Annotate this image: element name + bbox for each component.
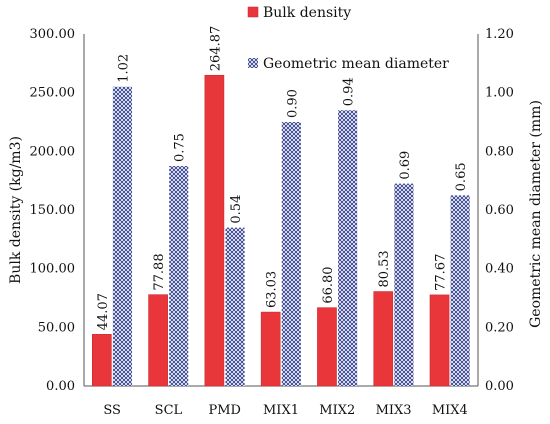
bar-value-label-geometric-mean-diameter: 0.69 xyxy=(398,151,413,180)
left-y-tick-label: 200.00 xyxy=(30,144,76,159)
bar-bulk-density xyxy=(204,74,225,387)
x-tick-label: MIX3 xyxy=(376,403,412,418)
legend-swatch-geometric-mean-diameter xyxy=(248,58,258,68)
bar-geometric-mean-diameter xyxy=(338,110,358,387)
bar-bulk-density xyxy=(92,334,112,387)
right-axis-title: Geometric mean diameter (mm) xyxy=(528,100,544,328)
bar-bulk-density xyxy=(148,294,168,387)
right-y-tick-labels: 0.00 0.20 0.40 0.60 0.80 1.00 1.20 xyxy=(485,27,514,394)
bar-value-label-bulk-density: 80.53 xyxy=(377,250,392,287)
bar-value-label-geometric-mean-diameter: 1.02 xyxy=(116,54,131,83)
bar-geometric-mean-diameter xyxy=(169,166,189,386)
right-y-tick-label: 0.20 xyxy=(485,320,514,335)
bar-value-label-bulk-density: 63.03 xyxy=(265,271,280,308)
x-tick-label: MIX2 xyxy=(319,403,355,418)
bar-value-label-geometric-mean-diameter: 0.90 xyxy=(285,89,300,118)
bar-geometric-mean-diameter xyxy=(225,227,245,386)
bar-bulk-density xyxy=(373,291,394,387)
legend-label-geometric-mean-diameter: Geometric mean diameter xyxy=(263,56,449,72)
bar-value-label-geometric-mean-diameter: 0.54 xyxy=(229,195,244,224)
left-axis-title: Bulk density (kg/m3) xyxy=(8,136,24,284)
left-y-tick-label: 250.00 xyxy=(30,86,76,101)
right-y-tick-label: 0.40 xyxy=(485,262,514,277)
axes xyxy=(83,34,479,387)
bar-geometric-mean-diameter xyxy=(394,183,414,386)
bar-bulk-density xyxy=(260,311,281,387)
right-y-tick-label: 1.00 xyxy=(485,86,514,101)
bar-value-label-geometric-mean-diameter: 0.94 xyxy=(342,77,357,106)
right-y-tick-label: 1.20 xyxy=(485,27,514,42)
left-y-tick-label: 150.00 xyxy=(30,203,76,218)
legend: Bulk density Geometric mean diameter xyxy=(247,5,449,72)
bar-value-label-bulk-density: 264.87 xyxy=(208,26,223,72)
right-y-tick-label: 0.60 xyxy=(485,203,514,218)
right-y-tick-label: 0.00 xyxy=(485,379,514,394)
x-tick-labels: SS SCL PMD MIX1 MIX2 MIX3 MIX4 xyxy=(103,403,468,418)
x-tick-label: SCL xyxy=(155,403,183,418)
bar-geometric-mean-diameter xyxy=(450,195,470,386)
bar-value-label-bulk-density: 77.67 xyxy=(434,254,449,291)
x-tick-label: PMD xyxy=(208,403,240,418)
bar-value-label-bulk-density: 66.80 xyxy=(321,266,336,303)
legend-label-bulk-density: Bulk density xyxy=(263,5,351,21)
bar-value-labels: 44.07 1.02 77.88 0.75 264.87 0.54 63.03 0.90 66.… xyxy=(96,26,469,331)
x-tick-label: MIX1 xyxy=(263,403,299,418)
bar-bulk-density xyxy=(317,307,337,387)
legend-swatch-bulk-density xyxy=(247,6,259,18)
x-tick-label: SS xyxy=(103,403,121,418)
bar-geometric-mean-diameter xyxy=(112,86,133,387)
bar-geometric-mean-diameter xyxy=(281,122,301,386)
left-y-tick-label: 0.00 xyxy=(46,379,75,394)
x-tick-label: MIX4 xyxy=(432,403,468,418)
bar-value-label-bulk-density: 77.88 xyxy=(152,253,167,290)
left-y-tick-label: 100.00 xyxy=(30,262,76,277)
bar-bulk-density xyxy=(429,294,450,387)
bar-value-label-geometric-mean-diameter: 0.65 xyxy=(454,162,469,191)
right-y-tick-label: 0.80 xyxy=(485,144,514,159)
left-y-tick-labels: 0.00 50.00 100.00 150.00 200.00 250.00 300.00 xyxy=(30,27,76,394)
bar-value-label-geometric-mean-diameter: 0.75 xyxy=(173,133,188,162)
left-y-tick-label: 300.00 xyxy=(30,27,76,42)
left-y-tick-label: 50.00 xyxy=(38,320,75,335)
bar-value-label-bulk-density: 44.07 xyxy=(96,293,111,330)
bars xyxy=(92,74,470,387)
